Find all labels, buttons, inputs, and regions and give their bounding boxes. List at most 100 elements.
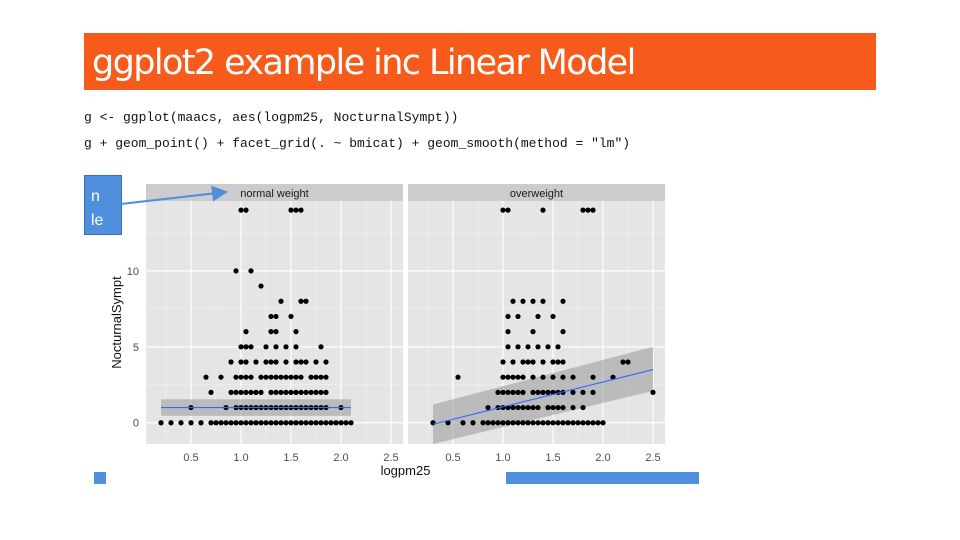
data-point bbox=[343, 420, 349, 426]
data-point bbox=[520, 404, 526, 411]
code-line-ggplot: g <- ggplot(maacs, aes(logpm25, Nocturna… bbox=[84, 110, 459, 125]
data-point bbox=[445, 420, 451, 426]
data-point bbox=[545, 420, 551, 426]
data-point bbox=[298, 298, 304, 304]
data-point bbox=[208, 389, 214, 395]
data-point bbox=[535, 344, 541, 350]
data-point bbox=[540, 374, 546, 380]
data-point bbox=[620, 359, 626, 365]
data-point bbox=[530, 359, 536, 365]
data-point bbox=[505, 329, 511, 335]
data-point bbox=[585, 420, 591, 426]
data-point bbox=[228, 420, 234, 426]
data-point bbox=[233, 420, 239, 426]
data-point bbox=[158, 420, 164, 426]
data-point bbox=[288, 313, 294, 320]
data-point bbox=[500, 374, 506, 380]
data-point bbox=[253, 420, 259, 426]
data-point bbox=[268, 420, 274, 426]
data-point bbox=[258, 420, 264, 426]
data-point bbox=[580, 207, 586, 213]
x-tick-label: 2.5 bbox=[383, 452, 398, 464]
data-point bbox=[318, 344, 324, 350]
data-point bbox=[470, 420, 476, 426]
data-point bbox=[273, 389, 279, 395]
data-point bbox=[505, 420, 511, 426]
data-point bbox=[550, 420, 556, 426]
data-point bbox=[500, 420, 506, 426]
data-point bbox=[550, 404, 556, 411]
data-point bbox=[565, 420, 571, 426]
data-point bbox=[243, 374, 249, 380]
data-point bbox=[283, 359, 289, 365]
data-point bbox=[298, 359, 304, 365]
data-point bbox=[283, 420, 289, 426]
x-tick-label: 1.5 bbox=[545, 452, 560, 464]
data-point bbox=[208, 420, 214, 426]
data-point bbox=[298, 420, 304, 426]
data-point bbox=[248, 420, 254, 426]
data-point bbox=[248, 374, 254, 380]
data-point bbox=[308, 389, 314, 395]
data-point bbox=[243, 359, 249, 365]
data-point bbox=[480, 420, 486, 426]
data-point bbox=[510, 420, 516, 426]
data-point bbox=[570, 389, 576, 395]
callout-arrow bbox=[120, 185, 228, 205]
data-point bbox=[510, 359, 516, 365]
data-point bbox=[510, 389, 516, 395]
data-point bbox=[490, 420, 496, 426]
data-point bbox=[560, 374, 566, 380]
data-point bbox=[530, 389, 536, 395]
data-point bbox=[455, 374, 461, 380]
data-point bbox=[313, 389, 319, 395]
data-point bbox=[313, 374, 319, 380]
data-point bbox=[303, 389, 309, 395]
data-point bbox=[268, 374, 274, 380]
data-point bbox=[318, 374, 324, 380]
data-point bbox=[243, 420, 249, 426]
data-point bbox=[625, 359, 631, 365]
data-point bbox=[585, 207, 591, 213]
data-point bbox=[590, 420, 596, 426]
data-point bbox=[505, 207, 511, 213]
data-point bbox=[595, 420, 601, 426]
data-point bbox=[535, 313, 541, 320]
data-point bbox=[273, 344, 279, 350]
data-point bbox=[293, 359, 299, 365]
data-point bbox=[505, 374, 511, 380]
data-point bbox=[308, 420, 314, 426]
data-point bbox=[258, 374, 264, 380]
data-point bbox=[525, 404, 531, 411]
data-point bbox=[273, 313, 279, 320]
data-point bbox=[515, 313, 521, 320]
data-point bbox=[283, 389, 289, 395]
data-point bbox=[520, 420, 526, 426]
data-point bbox=[540, 359, 546, 365]
data-point bbox=[233, 389, 239, 395]
data-point bbox=[328, 420, 334, 426]
data-point bbox=[278, 298, 284, 304]
x-tick-label: 2.0 bbox=[333, 452, 348, 464]
data-point bbox=[263, 359, 269, 365]
facet-strip bbox=[146, 184, 403, 201]
callout-text: n le bbox=[91, 188, 104, 229]
facet-strip bbox=[408, 184, 665, 201]
data-point bbox=[298, 374, 304, 380]
bottom-callout-box bbox=[506, 472, 699, 484]
data-point bbox=[460, 420, 466, 426]
data-point bbox=[495, 389, 501, 395]
data-point bbox=[243, 389, 249, 395]
data-point bbox=[313, 420, 319, 426]
data-point bbox=[515, 420, 521, 426]
data-point bbox=[520, 374, 526, 380]
x-tick-label: 0.5 bbox=[183, 452, 198, 464]
slide-title: ggplot2 example inc Linear Model bbox=[92, 43, 636, 83]
data-point bbox=[525, 420, 531, 426]
facet-strip-label: normal weight bbox=[240, 188, 308, 200]
data-point bbox=[268, 389, 274, 395]
y-axis-title: NocturnalSympt bbox=[109, 276, 124, 369]
data-point bbox=[168, 420, 174, 426]
data-point bbox=[500, 359, 506, 365]
